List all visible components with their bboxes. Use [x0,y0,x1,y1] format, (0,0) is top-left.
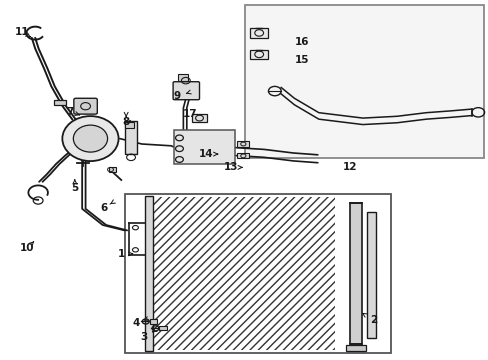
Text: 3: 3 [141,332,147,342]
FancyBboxPatch shape [173,82,199,100]
Bar [245,5,483,158]
Text: 4: 4 [132,318,140,328]
Text: 6: 6 [101,203,107,213]
Ellipse shape [73,125,107,152]
Bar [153,197,334,350]
Bar [149,319,157,324]
Bar [125,122,134,128]
Bar [54,100,65,105]
Text: 2: 2 [370,315,377,325]
Bar [124,194,390,353]
Ellipse shape [62,116,118,161]
FancyBboxPatch shape [74,98,97,114]
Text: 14: 14 [199,149,213,159]
FancyBboxPatch shape [191,114,207,122]
Text: 16: 16 [294,37,309,48]
FancyBboxPatch shape [345,345,365,351]
Text: 17: 17 [182,109,197,120]
Text: 9: 9 [173,91,180,102]
Text: 13: 13 [223,162,238,172]
Bar [159,326,167,330]
FancyBboxPatch shape [237,153,249,158]
FancyBboxPatch shape [237,141,249,147]
Text: 12: 12 [342,162,356,172]
Bar [178,74,188,81]
Text: 10: 10 [20,243,34,253]
Bar [349,203,361,344]
Text: 15: 15 [294,55,309,65]
FancyBboxPatch shape [250,50,267,59]
FancyBboxPatch shape [108,167,116,172]
Text: 5: 5 [71,183,78,193]
Bar [125,121,137,154]
Text: 11: 11 [15,27,29,37]
Text: 8: 8 [122,117,129,127]
Text: 1: 1 [118,249,124,259]
FancyBboxPatch shape [250,28,267,37]
Text: 7: 7 [65,107,73,117]
Bar [145,196,153,351]
Bar [366,212,375,338]
Bar [173,130,234,164]
